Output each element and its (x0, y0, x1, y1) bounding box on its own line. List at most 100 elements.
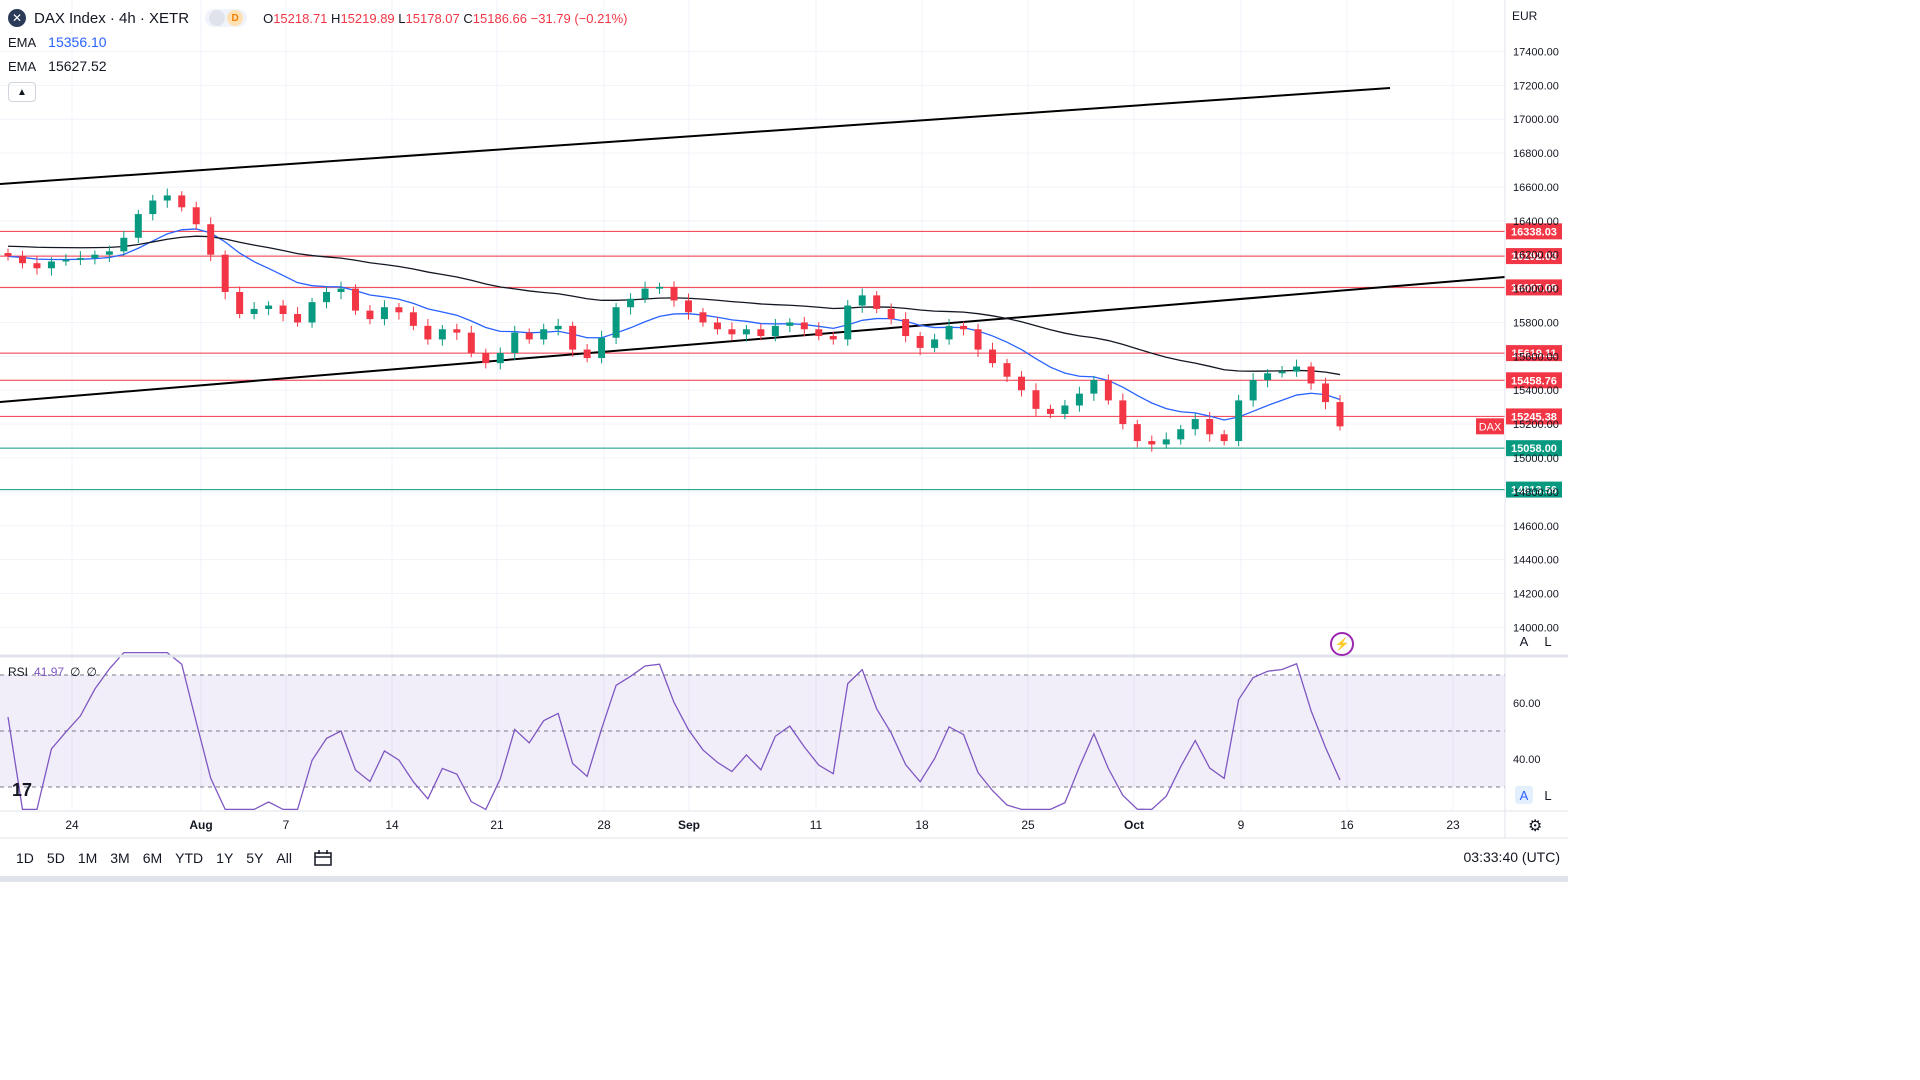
level-tag-label: 16007.09 (1511, 282, 1557, 294)
candle-body (974, 329, 982, 350)
chart-legend: ✕ DAX Index · 4h · XETR D O15218.71 H152… (8, 6, 628, 102)
level-tag-label: 16338.03 (1511, 226, 1557, 238)
ema-fast-line (7, 228, 1341, 421)
level-tag (1506, 223, 1562, 240)
price-tick-label: 14800.00 (1513, 487, 1559, 499)
last-price-tag (1476, 418, 1504, 435)
level-tag (1506, 345, 1562, 362)
range-1y[interactable]: 1Y (216, 850, 234, 866)
range-6m[interactable]: 6M (142, 850, 163, 866)
auto-scale-button[interactable]: A (1519, 633, 1529, 649)
range-5d[interactable]: 5D (46, 850, 65, 866)
candle-body (641, 288, 649, 299)
candle-body (627, 298, 635, 308)
candle-body (105, 251, 113, 255)
time-tick-label: Sep (678, 818, 700, 832)
candle-body (1235, 400, 1243, 442)
candle-body (757, 329, 765, 337)
range-3m[interactable]: 3M (110, 850, 130, 866)
candle-body (496, 352, 504, 364)
level-tag (1506, 372, 1562, 389)
candle-body (120, 237, 128, 252)
price-tick-label: 14000.00 (1513, 622, 1559, 634)
candle-body (1061, 405, 1069, 414)
candle-body (670, 286, 678, 301)
tradingview-logo[interactable]: 17 (12, 780, 33, 800)
candle-body (76, 258, 84, 260)
candle-body (4, 253, 12, 257)
candle-body (699, 312, 707, 323)
candle-body (583, 349, 591, 359)
collapse-legend-button[interactable]: ▲ (8, 82, 36, 102)
range-1d[interactable]: 1D (16, 850, 34, 866)
candle-body (742, 329, 750, 335)
candle-body (1119, 400, 1127, 425)
candle-body (569, 325, 577, 350)
candle-body (844, 305, 852, 340)
candle-body (33, 263, 41, 269)
level-tag-label: 15058.00 (1511, 443, 1557, 455)
time-tick-label: 25 (1021, 818, 1035, 832)
symbol-title[interactable]: DAX Index · 4h · XETR (34, 9, 190, 27)
range-5y[interactable]: 5Y (246, 850, 264, 866)
chart-canvas[interactable]: 16338.03 16192.03 16007.09 15619.11 15458.76… (0, 0, 1568, 882)
candle-body (265, 305, 273, 309)
time-tick-label: 11 (810, 818, 823, 832)
range-all[interactable]: All (276, 850, 292, 866)
candle-body (1046, 408, 1054, 414)
candle-body (786, 322, 794, 326)
candle-body (337, 288, 345, 292)
candle-body (902, 319, 910, 337)
candle-body (62, 259, 70, 262)
log-scale-button[interactable]: L (1544, 633, 1552, 649)
candle-body (1322, 383, 1330, 403)
candle-body (1264, 373, 1272, 381)
calendar-icon[interactable] (314, 850, 332, 866)
candle-body (424, 325, 432, 340)
candle-body (18, 256, 26, 264)
price-tick-label: 14200.00 (1513, 589, 1559, 601)
candle-body (351, 288, 359, 311)
level-tag-label: 15458.76 (1511, 375, 1557, 387)
time-tick-label: 21 (490, 818, 504, 832)
price-tick-label: 16200.00 (1513, 250, 1559, 262)
candle-body (511, 332, 519, 353)
rsi-legend[interactable]: RSI 41.97 ∅ ∅ (8, 665, 97, 679)
ema-fast-legend[interactable]: EMA 15356.10 (8, 34, 107, 50)
time-tick-label: 24 (65, 818, 79, 832)
utc-clock[interactable]: 03:33:40 (UTC) (1463, 849, 1560, 865)
rsi-log-button[interactable]: L (1544, 787, 1552, 803)
candle-body (221, 254, 229, 292)
candle-body (380, 307, 388, 320)
last-price-tag-label: DAX (1479, 421, 1502, 433)
range-1m[interactable]: 1M (77, 850, 98, 866)
candle-body (554, 325, 562, 330)
rsi-auto-button[interactable]: A (1515, 786, 1533, 804)
price-tick-label: 15400.00 (1513, 385, 1559, 397)
ema-slow-legend[interactable]: EMA 15627.52 (8, 58, 107, 74)
candle-body (438, 329, 446, 340)
currency-label[interactable]: EUR (1512, 9, 1538, 23)
candle-body (873, 295, 881, 309)
time-tick-label: 18 (915, 818, 929, 832)
time-tick-label: Oct (1124, 818, 1144, 832)
settings-gear-icon[interactable]: ⚙ (1528, 818, 1543, 835)
candle-body (1104, 380, 1112, 401)
time-tick-label: 28 (597, 818, 611, 832)
x-icon[interactable]: ✕ (8, 9, 26, 27)
level-tag-label: 15619.11 (1511, 348, 1556, 360)
flash-icon[interactable]: ⚡ (1330, 632, 1354, 656)
candle-body (525, 332, 533, 340)
bottom-toolbar: 1D 5D 1M 3M 6M YTD 1Y 5Y All (0, 840, 1568, 876)
level-tag (1506, 440, 1562, 457)
status-badges[interactable]: D (205, 9, 248, 27)
range-ytd[interactable]: YTD (175, 850, 204, 866)
candle-body (945, 325, 953, 340)
price-tick-label: 14600.00 (1513, 521, 1559, 533)
candle-body (598, 337, 606, 359)
candle-body (192, 207, 200, 225)
candle-body (1162, 439, 1170, 445)
candle-body (91, 254, 99, 259)
lower-trendline (0, 276, 1506, 403)
rsi-tick-label: 40.00 (1513, 754, 1541, 766)
